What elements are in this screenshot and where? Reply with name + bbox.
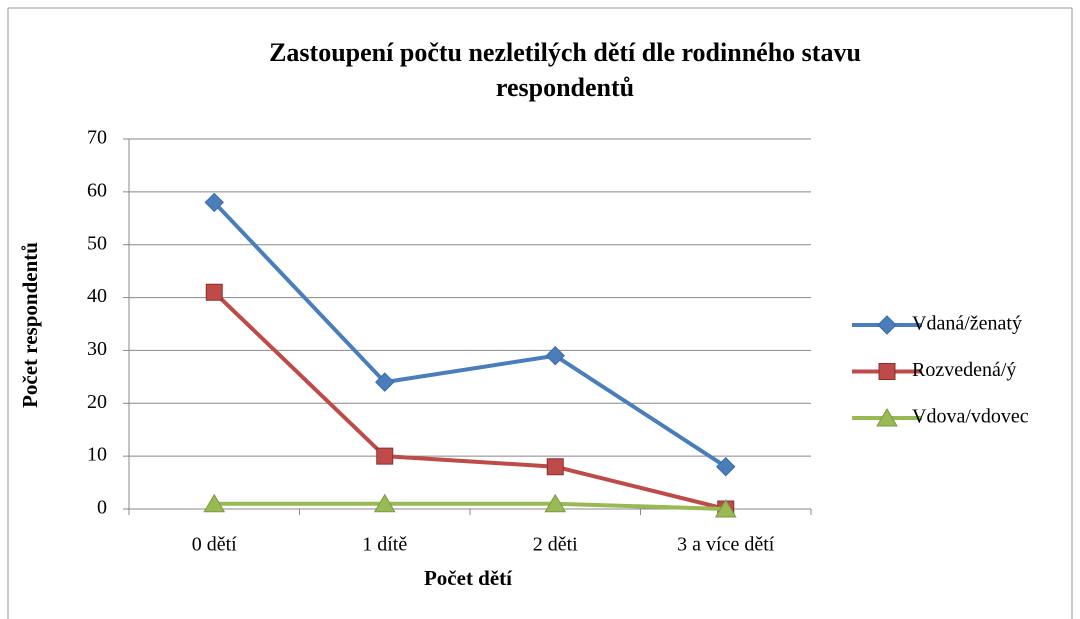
y-tick-label: 30 bbox=[87, 338, 107, 360]
chart-title: Zastoupení počtu nezletilých dětí dle ro… bbox=[269, 38, 861, 67]
marker bbox=[876, 408, 898, 427]
y-tick-label: 50 bbox=[87, 232, 107, 254]
y-tick-label: 0 bbox=[97, 497, 107, 519]
marker bbox=[546, 458, 564, 476]
marker bbox=[716, 457, 736, 477]
series-line bbox=[214, 501, 726, 511]
x-axis-title: Počet dětí bbox=[424, 566, 513, 590]
marker bbox=[714, 499, 737, 518]
x-tick-label: 2 děti bbox=[533, 534, 578, 556]
y-tick-label: 10 bbox=[87, 444, 107, 466]
y-tick-label: 70 bbox=[87, 127, 107, 149]
marker bbox=[376, 447, 394, 465]
legend-label: Vdova/vdovec bbox=[912, 406, 1029, 428]
marker bbox=[878, 363, 896, 380]
marker bbox=[375, 372, 395, 392]
y-tick-label: 60 bbox=[87, 179, 107, 201]
marker bbox=[205, 283, 223, 301]
series-line bbox=[212, 201, 727, 469]
x-tick-label: 3 a více dětí bbox=[677, 534, 775, 556]
marker bbox=[204, 192, 224, 213]
y-tick-label: 40 bbox=[87, 285, 107, 307]
x-tick-label: 1 dítě bbox=[362, 534, 407, 556]
legend-label: Vdaná/ženatý bbox=[912, 313, 1022, 335]
chart-title: respondentů bbox=[496, 73, 634, 102]
y-tick-label: 20 bbox=[87, 391, 107, 413]
series-line bbox=[212, 290, 727, 511]
marker bbox=[203, 493, 226, 513]
marker bbox=[544, 493, 567, 513]
marker bbox=[545, 346, 565, 366]
marker bbox=[877, 315, 897, 335]
legend-label: Rozvedená/ý bbox=[912, 359, 1016, 381]
x-tick-label: 0 dětí bbox=[192, 534, 237, 556]
marker bbox=[373, 493, 396, 513]
y-axis-title: Počet respondentů bbox=[18, 242, 42, 408]
